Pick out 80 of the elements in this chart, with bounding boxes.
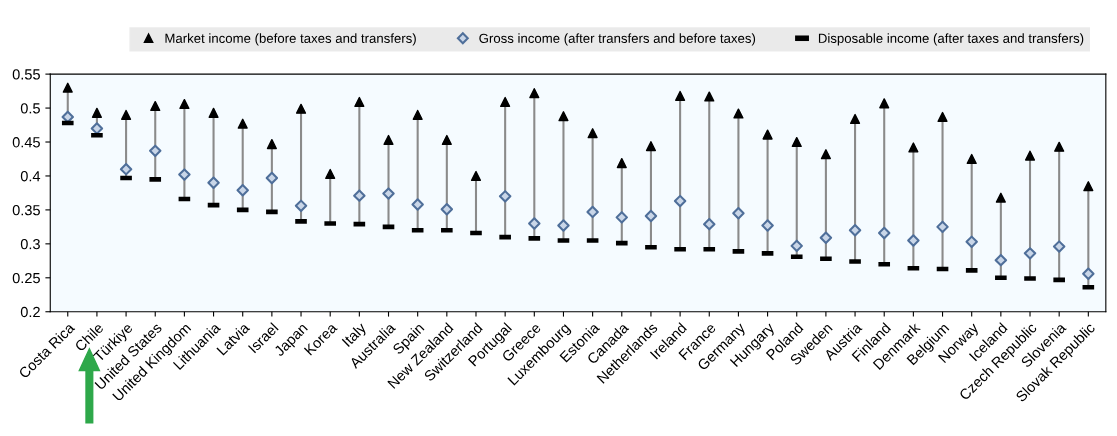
point	[179, 98, 190, 110]
point	[965, 235, 978, 249]
point	[325, 168, 336, 180]
point	[1052, 240, 1066, 253]
point	[1024, 150, 1036, 161]
point	[675, 90, 686, 101]
y-tick-label: 0.3	[20, 238, 40, 250]
point	[208, 107, 219, 118]
point	[673, 194, 687, 208]
point	[937, 111, 948, 122]
point	[644, 209, 658, 223]
point	[761, 219, 774, 232]
point	[790, 239, 803, 253]
point	[645, 140, 657, 152]
point	[353, 189, 366, 202]
point	[557, 219, 570, 232]
point	[820, 149, 831, 160]
point	[1082, 267, 1095, 280]
point	[994, 253, 1008, 267]
point	[149, 144, 162, 158]
point	[528, 217, 541, 230]
y-tick-label: 0.4	[20, 171, 41, 182]
legend-label: Disposable income (after taxes and transfers)	[818, 33, 1084, 46]
point	[791, 136, 802, 148]
point	[383, 134, 394, 146]
y-tick-label: 0.35	[12, 205, 40, 216]
point	[411, 198, 424, 211]
point	[1054, 141, 1065, 152]
point	[207, 176, 220, 189]
point	[995, 192, 1006, 203]
y-tick-label: 0.25	[12, 272, 40, 284]
point	[266, 138, 277, 150]
point	[120, 109, 132, 120]
point	[703, 217, 716, 231]
point	[265, 171, 279, 185]
y-tick-label: 0.55	[12, 69, 40, 80]
point	[150, 100, 161, 112]
point	[908, 142, 919, 153]
point	[382, 187, 395, 200]
point	[295, 103, 307, 114]
point	[558, 111, 569, 122]
point	[966, 153, 977, 165]
point	[732, 207, 745, 220]
point	[441, 134, 452, 146]
y-tick-label: 0.45	[12, 137, 40, 148]
point	[500, 96, 511, 108]
point	[616, 157, 627, 169]
point	[733, 108, 744, 119]
point	[1023, 247, 1037, 260]
point	[440, 202, 454, 216]
point	[237, 118, 248, 129]
point	[586, 205, 599, 219]
y-tick-label: 0.2	[20, 306, 40, 318]
point	[236, 183, 249, 197]
point	[877, 226, 891, 240]
point	[819, 231, 833, 244]
point	[907, 234, 920, 247]
point	[91, 107, 103, 118]
point	[62, 82, 73, 93]
point	[119, 162, 133, 176]
point	[704, 91, 715, 102]
point	[529, 88, 540, 99]
point	[294, 199, 308, 213]
point	[498, 190, 512, 203]
legend-label: Gross income (after transfers and before taxes)	[479, 33, 756, 46]
point	[587, 128, 598, 139]
point	[879, 98, 890, 109]
point	[615, 211, 629, 224]
point	[354, 96, 365, 108]
legend-label: Market income (before taxes and transfers)	[165, 33, 416, 46]
point	[936, 220, 949, 234]
point	[470, 170, 482, 182]
point	[90, 122, 104, 135]
point	[412, 109, 423, 120]
point	[762, 129, 773, 140]
point	[178, 168, 191, 181]
point	[848, 224, 862, 237]
point	[849, 113, 861, 125]
point	[1083, 181, 1094, 192]
y-tick-label: 0.5	[20, 103, 40, 114]
